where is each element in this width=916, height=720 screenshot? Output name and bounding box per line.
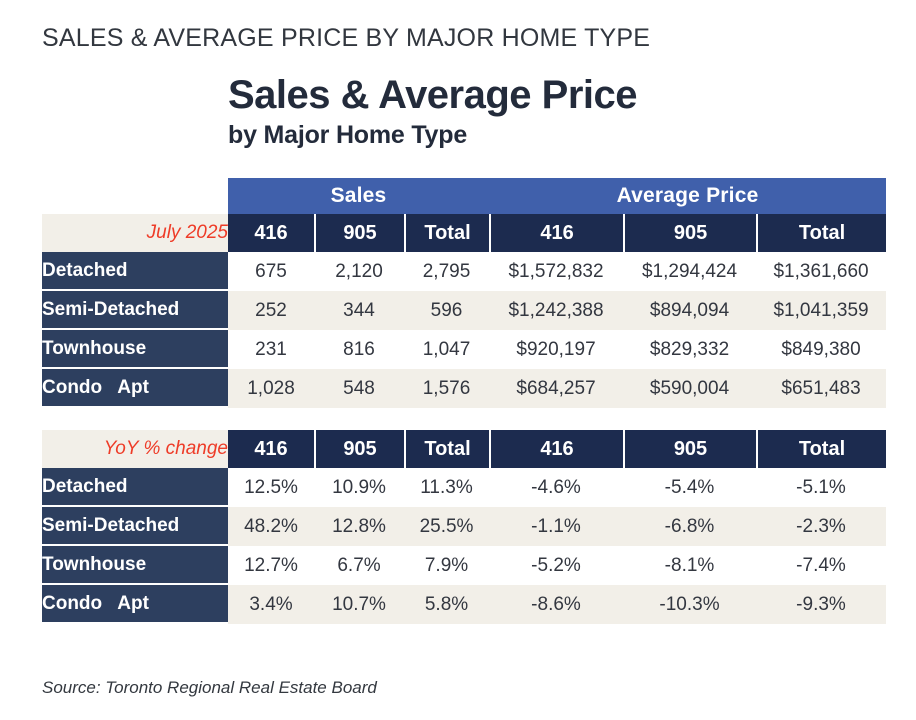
group-header-average-price: Average Price	[489, 178, 887, 214]
col-header-sales-905: 905	[314, 214, 404, 252]
cell-sales-416: 3.4%	[228, 585, 314, 624]
row-label: Semi-Detached	[42, 291, 228, 330]
cell-sales-total: 2,795	[404, 252, 490, 291]
cell-price-416: -1.1%	[489, 507, 623, 546]
table-divider-gap	[42, 408, 886, 430]
cell-sales-total: 11.3%	[404, 468, 489, 507]
table-row: Semi-Detached 48.2% 12.8% 25.5% -1.1% -6…	[42, 507, 886, 546]
cell-sales-total: 7.9%	[404, 546, 489, 585]
cell-price-905: -5.4%	[623, 468, 756, 507]
cell-sales-905: 6.7%	[314, 546, 404, 585]
column-header-row: July 2025 416 905 Total 416 905 Total	[42, 214, 887, 252]
col-header-price-total: Total	[756, 430, 886, 468]
absolute-values-table: Sales Average Price July 2025 416 905 To…	[42, 178, 887, 408]
source-note: Source: Toronto Regional Real Estate Boa…	[42, 678, 377, 697]
cell-sales-416: 12.7%	[228, 546, 314, 585]
row-label: Condo Apt	[42, 369, 228, 408]
page-subtitle: by Major Home Type	[228, 121, 468, 149]
cell-price-905: -10.3%	[623, 585, 756, 624]
row-label: Townhouse	[42, 546, 228, 585]
cell-sales-416: 252	[228, 291, 314, 330]
cell-price-total: $1,361,660	[756, 252, 887, 291]
cell-price-416: -8.6%	[489, 585, 623, 624]
cell-sales-905: 344	[314, 291, 404, 330]
column-header-row: YoY % change 416 905 Total 416 905 Total	[42, 430, 886, 468]
cell-sales-905: 2,120	[314, 252, 404, 291]
row-label: Semi-Detached	[42, 507, 228, 546]
col-header-price-416: 416	[489, 430, 623, 468]
page-title: Sales & Average Price	[228, 73, 638, 117]
col-header-sales-416: 416	[228, 430, 314, 468]
cell-price-905: $894,094	[623, 291, 757, 330]
cell-sales-905: 12.8%	[314, 507, 404, 546]
row-label: Detached	[42, 252, 228, 291]
group-header-sales: Sales	[228, 178, 490, 214]
cell-sales-905: 816	[314, 330, 404, 369]
cell-sales-416: 12.5%	[228, 468, 314, 507]
table-row: Townhouse 12.7% 6.7% 7.9% -5.2% -8.1% -7…	[42, 546, 886, 585]
row-label: Townhouse	[42, 330, 228, 369]
col-header-price-total: Total	[756, 214, 887, 252]
col-header-sales-total: Total	[404, 430, 489, 468]
cell-sales-905: 10.7%	[314, 585, 404, 624]
cell-sales-905: 10.9%	[314, 468, 404, 507]
cell-price-416: $1,242,388	[489, 291, 624, 330]
group-header-spacer	[42, 178, 228, 214]
title-block: Sales & Average Price by Major Home Type	[228, 74, 888, 150]
cell-price-905: $829,332	[623, 330, 757, 369]
col-header-price-416: 416	[489, 214, 624, 252]
cell-price-905: $1,294,424	[623, 252, 757, 291]
period-label-absolute: July 2025	[42, 214, 228, 252]
cell-sales-416: 231	[228, 330, 314, 369]
cell-sales-total: 596	[404, 291, 490, 330]
col-header-price-905: 905	[623, 430, 756, 468]
col-header-sales-905: 905	[314, 430, 404, 468]
cell-price-416: -4.6%	[489, 468, 623, 507]
table-row: Condo Apt 3.4% 10.7% 5.8% -8.6% -10.3% -…	[42, 585, 886, 624]
cell-sales-416: 675	[228, 252, 314, 291]
page-kicker: SALES & AVERAGE PRICE BY MAJOR HOME TYPE	[42, 24, 651, 52]
table-row: Detached 675 2,120 2,795 $1,572,832 $1,2…	[42, 252, 887, 291]
table-row: Detached 12.5% 10.9% 11.3% -4.6% -5.4% -…	[42, 468, 886, 507]
cell-sales-total: 1,576	[404, 369, 490, 408]
table-row: Condo Apt 1,028 548 1,576 $684,257 $590,…	[42, 369, 887, 408]
cell-price-416: $1,572,832	[489, 252, 624, 291]
group-header-sales-label: Sales	[228, 178, 490, 214]
cell-sales-416: 48.2%	[228, 507, 314, 546]
cell-sales-416: 1,028	[228, 369, 314, 408]
cell-price-905: -8.1%	[623, 546, 756, 585]
cell-sales-total: 1,047	[404, 330, 490, 369]
col-header-sales-total: Total	[404, 214, 490, 252]
col-header-price-905: 905	[623, 214, 757, 252]
cell-price-416: $684,257	[489, 369, 624, 408]
row-label: Condo Apt	[42, 585, 228, 624]
cell-price-416: $920,197	[489, 330, 624, 369]
cell-price-total: $849,380	[756, 330, 887, 369]
col-header-sales-416: 416	[228, 214, 314, 252]
cell-price-905: $590,004	[623, 369, 757, 408]
period-label-yoy: YoY % change	[42, 430, 228, 468]
cell-sales-905: 548	[314, 369, 404, 408]
table-row: Semi-Detached 252 344 596 $1,242,388 $89…	[42, 291, 887, 330]
group-header-row: Sales Average Price	[42, 178, 887, 214]
cell-price-total: -7.4%	[756, 546, 886, 585]
cell-price-total: -5.1%	[756, 468, 886, 507]
cell-price-416: -5.2%	[489, 546, 623, 585]
cell-price-total: -9.3%	[756, 585, 886, 624]
cell-price-905: -6.8%	[623, 507, 756, 546]
cell-price-total: -2.3%	[756, 507, 886, 546]
row-label: Detached	[42, 468, 228, 507]
tables-container: Sales Average Price July 2025 416 905 To…	[42, 178, 887, 624]
yoy-change-table: YoY % change 416 905 Total 416 905 Total…	[42, 430, 886, 624]
cell-sales-total: 5.8%	[404, 585, 489, 624]
cell-price-total: $1,041,359	[756, 291, 887, 330]
cell-price-total: $651,483	[756, 369, 887, 408]
table-row: Townhouse 231 816 1,047 $920,197 $829,33…	[42, 330, 887, 369]
cell-sales-total: 25.5%	[404, 507, 489, 546]
group-header-average-price-label: Average Price	[489, 178, 887, 214]
